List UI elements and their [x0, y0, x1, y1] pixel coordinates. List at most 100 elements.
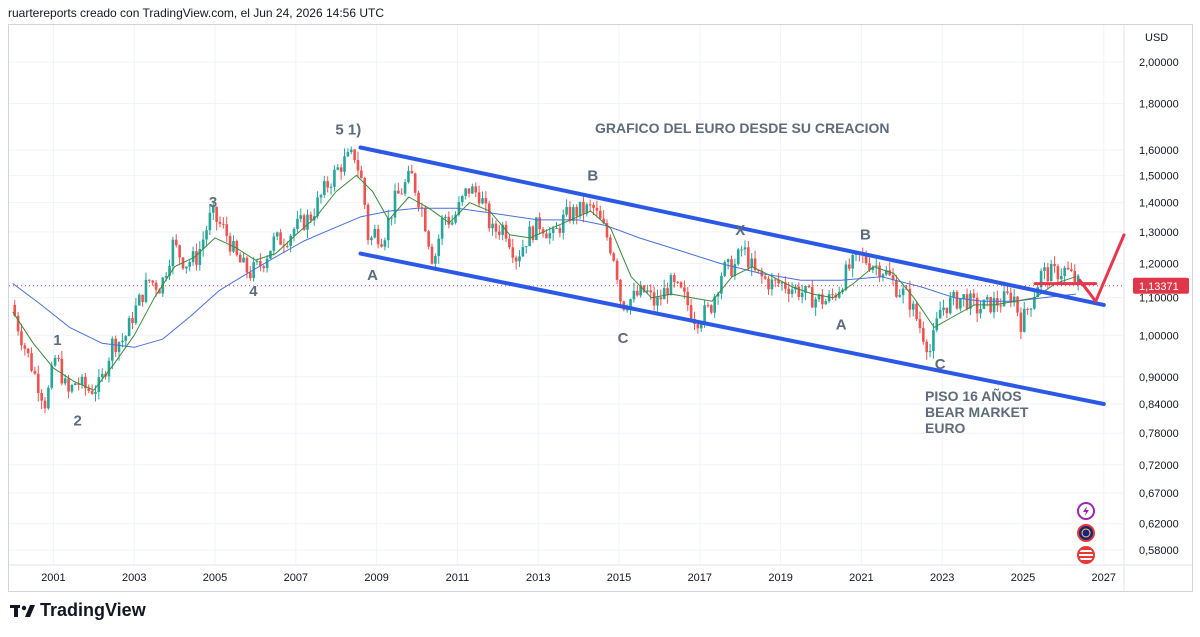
candle-body	[743, 247, 747, 250]
candle-body	[326, 181, 329, 188]
candle-body	[804, 285, 807, 293]
candle-body	[514, 257, 518, 262]
x-tick-label: 2009	[364, 572, 388, 584]
candle-body	[50, 365, 54, 388]
candle-body	[952, 291, 955, 298]
wave-label: B	[587, 168, 598, 185]
candle-body	[168, 266, 171, 276]
candle-body	[541, 229, 545, 234]
candle-body	[97, 377, 101, 392]
x-axis[interactable]: 2001 2003 2005 2007 2009 2011 2013 2015 2017 2019…	[41, 572, 1116, 584]
candle-body	[1049, 263, 1053, 282]
candle-body	[255, 260, 259, 263]
candle-body	[639, 285, 642, 296]
candle-body	[847, 264, 851, 269]
candle-body	[979, 308, 982, 314]
price-chart[interactable]: 1 2 3 4 5 1) A B C X A B C GRAFICO DEL EURO DESDE S…	[9, 25, 1192, 591]
candle-body	[376, 228, 380, 245]
candle-body	[1019, 312, 1023, 332]
x-tick-label: 2015	[607, 572, 631, 584]
y-axis[interactable]: USD 2,00000 1,80000 1,60000 1,50000 1,40000 1…	[1139, 32, 1179, 557]
candle-body	[484, 198, 488, 204]
candle-body	[945, 307, 949, 314]
wave-label: A	[836, 316, 847, 333]
y-tick-label: 0,72000	[1139, 460, 1179, 472]
candle-body	[948, 297, 952, 314]
candle-body	[47, 387, 50, 409]
candle-body	[817, 294, 821, 300]
currency-label: USD	[1145, 32, 1168, 44]
candle-body	[100, 373, 104, 378]
candle-body	[928, 350, 932, 353]
globe-icon[interactable]	[1077, 524, 1095, 542]
candle-body	[413, 173, 417, 193]
candle-body	[403, 182, 407, 194]
wave-label: C	[618, 330, 629, 347]
candle-body	[703, 305, 706, 324]
candle-body	[572, 207, 575, 221]
candle-body	[827, 294, 831, 302]
candle-body	[578, 201, 582, 217]
candle-body	[164, 275, 168, 278]
us-flag-icon[interactable]	[1077, 546, 1095, 564]
candle-body	[407, 170, 410, 183]
last-price-label: 1,13371	[1139, 281, 1179, 293]
candle-body	[319, 194, 323, 198]
lightning-icon[interactable]	[1077, 502, 1095, 520]
candle-body	[551, 228, 555, 234]
candle-body	[464, 188, 467, 197]
x-tick-label: 2023	[930, 572, 954, 584]
wave-label: B	[860, 226, 871, 243]
candle-body	[787, 288, 791, 295]
x-tick-label: 2001	[41, 572, 65, 584]
candle-body	[390, 217, 393, 219]
y-tick-label: 0,58000	[1139, 545, 1179, 557]
candle-body	[531, 226, 535, 241]
candle-body	[659, 297, 663, 300]
drawings	[9, 145, 1126, 406]
candle-body	[669, 275, 673, 296]
candle-body	[602, 218, 605, 224]
candle-body	[908, 288, 912, 310]
candle-body	[444, 216, 447, 219]
candle-body	[144, 279, 148, 303]
candle-body	[471, 186, 474, 194]
candle-body	[911, 303, 915, 310]
candle-body	[410, 170, 414, 174]
last-price-badge	[1133, 277, 1189, 294]
candle-body	[982, 299, 986, 309]
candle-body	[716, 293, 720, 297]
candle-body	[90, 390, 94, 394]
candle-body	[1076, 275, 1080, 283]
tradingview-logo-icon	[10, 604, 35, 617]
candle-body	[598, 210, 602, 219]
candle-body	[814, 299, 817, 308]
candle-body	[757, 270, 760, 272]
wave-label: 2	[74, 413, 82, 430]
candle-body	[383, 240, 387, 247]
candle-body	[999, 305, 1003, 307]
candle-body	[767, 278, 770, 290]
candle-body	[673, 275, 676, 282]
candle-body	[77, 383, 80, 385]
candle-body	[740, 249, 743, 251]
candle-body	[972, 293, 976, 298]
candle-body	[915, 303, 918, 320]
candle-body	[975, 297, 979, 314]
candle-body	[821, 294, 824, 305]
candle-body	[535, 217, 538, 241]
candle-body	[955, 291, 959, 309]
candle-body	[423, 208, 427, 232]
y-tick-label: 1,00000	[1139, 330, 1179, 342]
chart-frame[interactable]: 1 2 3 4 5 1) A B C X A B C GRAFICO DEL EURO DESDE S…	[8, 24, 1193, 592]
candle-body	[107, 360, 111, 377]
candle-body	[174, 239, 178, 246]
candle-body	[1022, 308, 1026, 332]
y-tick-label: 1,30000	[1139, 227, 1179, 239]
candle-body	[1046, 267, 1050, 282]
candle-body	[487, 203, 491, 229]
candle-body	[1053, 263, 1056, 267]
candle-body	[474, 186, 478, 193]
candle-body	[878, 265, 881, 278]
candle-body	[477, 192, 481, 204]
